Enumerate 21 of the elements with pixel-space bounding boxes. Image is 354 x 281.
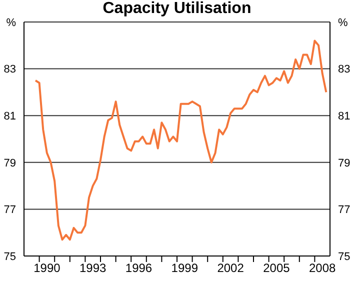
x-tick-label: 2005 [263,261,290,275]
y2-tick-label: 79 [338,157,350,170]
y2-tick-label: % [338,16,348,29]
y-tick-label: % [6,16,16,29]
line-series [34,40,328,241]
x-tick-label: 1996 [125,261,152,275]
y-tick-label: 77 [4,204,16,216]
y2-tick-label: 83 [338,64,350,76]
y-tick-label: 75 [4,250,16,263]
y2-tick-label: 81 [338,110,350,123]
y2-tick-label: 77 [338,204,350,216]
x-tick-label: 2002 [217,261,244,275]
x-tick-label: 1993 [80,261,107,275]
x-tick-label: 2008 [309,261,336,275]
x-tick-label: 1990 [34,261,61,275]
y2-tick-label: 75 [338,250,350,263]
chart-title: Capacity Utilisation [102,0,252,18]
x-tick-label: 1999 [171,261,198,275]
y-tick-label: 79 [4,157,16,170]
y-tick-label: 83 [4,64,16,76]
y-tick-label: 81 [4,110,16,123]
